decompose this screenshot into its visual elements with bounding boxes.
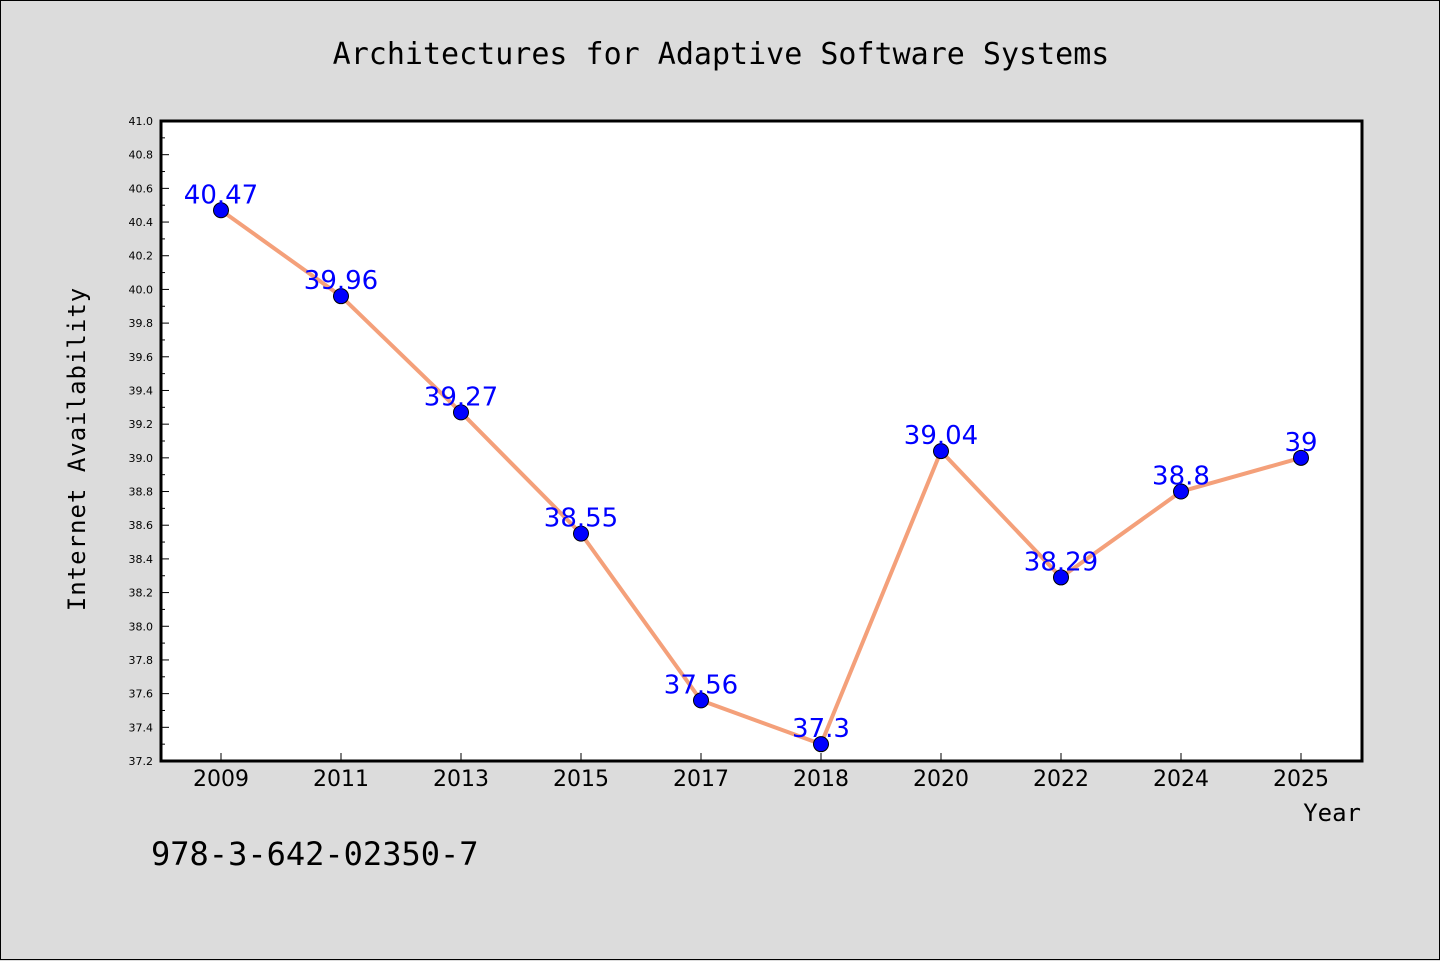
x-tick-label: 2011 [313,767,369,792]
x-axis-label: Year [1303,799,1361,827]
data-label: 37.56 [664,670,738,700]
x-tick-label: 2013 [433,767,489,792]
series-line [219,208,1302,747]
x-tick-label: 2024 [1153,767,1209,792]
data-point [1173,483,1189,500]
y-tick-label: 37.8 [129,654,154,667]
data-point [573,525,589,542]
data-point [693,692,709,709]
y-tick-label: 37.6 [129,688,154,701]
plot-area [159,119,1364,763]
y-axis: 37.2 37.4 37.6 37.8 38.0 38.2 38.4 38.6 38.8 39.0… [129,115,169,768]
series-layer: 40.47 39.96 39.27 38.55 37.56 37.3 39.04 38.29 3… [184,180,1318,753]
x-tick-label: 2015 [553,767,609,792]
y-tick-label: 39.6 [129,351,154,364]
y-tick-label: 39.2 [129,418,154,431]
x-tick-label: 2022 [1033,767,1089,792]
y-tick-label: 37.2 [129,755,154,768]
data-label: 37.3 [792,714,850,744]
y-tick-label: 39.8 [129,317,154,330]
x-tick-label: 2017 [673,767,729,792]
data-label: 40.47 [184,180,258,210]
data-label: 38.8 [1152,462,1210,492]
data-point [933,443,949,460]
data-label: 38.29 [1024,547,1098,577]
y-axis-label: Internet Availability [63,287,91,611]
data-label: 39.04 [904,421,978,451]
y-tick-label: 38.0 [129,620,154,633]
y-tick-label: 40.0 [129,283,154,296]
y-tick-label: 41.0 [129,115,154,128]
x-tick-label: 2009 [193,767,249,792]
data-point [333,288,349,305]
data-label: 39.27 [424,382,498,412]
y-tick-label: 38.2 [129,587,154,600]
y-tick-label: 38.8 [129,486,154,499]
y-tick-label: 40.4 [129,216,154,229]
x-tick-label: 2020 [913,767,969,792]
y-tick-label: 38.4 [129,553,154,566]
data-point [213,202,229,219]
data-point [1293,449,1309,466]
data-label: 39 [1284,428,1317,458]
y-tick-label: 38.6 [129,519,154,532]
y-tick-label: 40.2 [129,250,154,263]
data-label: 39.96 [304,266,378,296]
y-tick-label: 40.6 [129,182,154,195]
chart-title: Architectures for Adaptive Software Syst… [333,37,1110,72]
y-tick-label: 37.4 [129,721,154,734]
y-tick-label: 39.0 [129,452,154,465]
data-label: 38.55 [544,504,618,534]
x-tick-label: 2025 [1273,767,1329,792]
y-tick-label: 40.8 [129,149,154,162]
data-point [453,404,469,421]
x-tick-label: 2018 [793,767,849,792]
isbn-footnote: 978-3-642-02350-7 [151,835,479,873]
y-tick-label: 39.4 [129,384,154,397]
x-axis: 2009 2011 2013 2015 2017 2018 2020 2022 2024 2025 [193,753,1329,792]
data-point [1053,569,1069,586]
data-point [813,736,829,753]
